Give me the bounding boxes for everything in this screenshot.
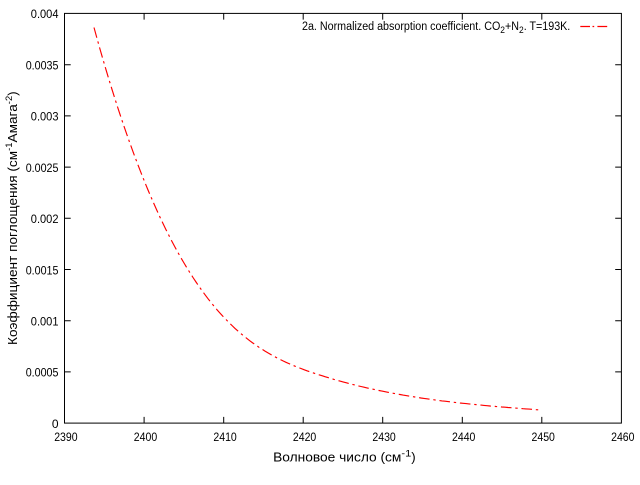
- svg-text:-2: -2: [4, 96, 14, 104]
- svg-text:2: 2: [519, 25, 524, 35]
- svg-text:-1: -1: [401, 448, 411, 458]
- svg-text:Амага: Амага: [5, 103, 20, 142]
- svg-text:0.002: 0.002: [31, 212, 59, 226]
- svg-text:2a. Normalized absorption coef: 2a. Normalized absorption coefficient. C…: [302, 21, 500, 33]
- svg-text:0.003: 0.003: [31, 110, 59, 124]
- svg-text:0.0015: 0.0015: [26, 263, 59, 277]
- svg-text:): ): [5, 91, 20, 96]
- svg-text:0.0025: 0.0025: [26, 161, 59, 175]
- svg-text:2450: 2450: [532, 430, 556, 444]
- svg-text:2400: 2400: [134, 430, 158, 444]
- svg-text:-1: -1: [4, 143, 14, 151]
- svg-text:2430: 2430: [372, 430, 396, 444]
- svg-text:+N: +N: [505, 21, 519, 33]
- svg-text:0: 0: [52, 417, 59, 431]
- svg-text:2390: 2390: [54, 430, 78, 444]
- svg-text:2410: 2410: [213, 430, 237, 444]
- svg-text:2440: 2440: [452, 430, 476, 444]
- svg-text:2: 2: [500, 25, 505, 35]
- svg-text:): ): [411, 449, 415, 464]
- svg-text:0.0005: 0.0005: [26, 366, 59, 380]
- svg-text:Волновое число (см: Волновое число (см: [273, 449, 401, 464]
- svg-text:2460: 2460: [611, 430, 635, 444]
- svg-text:2420: 2420: [293, 430, 317, 444]
- svg-text:0.001: 0.001: [31, 315, 59, 329]
- svg-text:Коэффициент поглощения (см: Коэффициент поглощения (см: [5, 151, 20, 345]
- svg-text:. T=193K.: . T=193K.: [524, 21, 571, 33]
- svg-text:0.0035: 0.0035: [26, 59, 59, 73]
- svg-text:0.004: 0.004: [31, 7, 59, 21]
